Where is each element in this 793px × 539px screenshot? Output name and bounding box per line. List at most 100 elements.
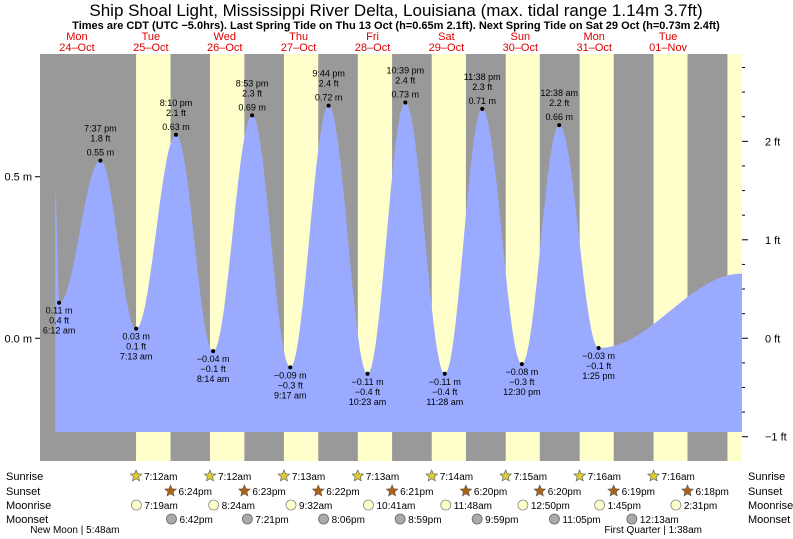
sunset-time: 6:21pm — [400, 487, 433, 498]
day-date: 26–Oct — [207, 42, 242, 54]
moonrise-icon — [131, 499, 142, 511]
day-date: 25–Oct — [133, 42, 168, 54]
day-name: Fri — [366, 31, 379, 43]
sunrise-time: 7:14am — [440, 472, 473, 483]
sunrise-icon — [203, 469, 217, 482]
right-tick-label: 2 ft — [765, 136, 780, 148]
high-tide-time: 9:44 pm — [312, 69, 345, 79]
low-tide-ft: −0.3 ft — [509, 377, 535, 387]
sunset-icon — [164, 484, 178, 497]
moon-phase-label: New Moon | 5:48am — [30, 525, 119, 536]
axes: 0.5 m 0.0 m 2 ft 1 ft 0 ft −1 ft — [4, 67, 787, 444]
high-tide-ft: 2.2 ft — [549, 98, 570, 108]
low-tide-ft: −0.1 ft — [200, 364, 226, 374]
right-tick-label: 1 ft — [765, 235, 780, 247]
high-tide-ft: 2.3 ft — [472, 82, 493, 92]
low-tide-time: 8:14 am — [197, 374, 230, 384]
sunrise-time: 7:13am — [366, 472, 399, 483]
moonrise-icon — [363, 499, 374, 511]
moonset-time: 7:21pm — [255, 515, 288, 526]
moonrise-time: 1:45pm — [608, 501, 641, 512]
high-tide-ft: 2.3 ft — [242, 88, 263, 98]
moonset-row-label-left: Moonset — [6, 514, 48, 526]
tide-extreme-point — [480, 106, 485, 111]
high-tide-time: 8:10 pm — [160, 98, 193, 108]
moonrise-time: 10:41am — [376, 501, 415, 512]
tide-extreme-point — [173, 132, 178, 137]
chart-title: Ship Shoal Light, Mississippi River Delt… — [89, 1, 702, 20]
sunset-icon — [607, 484, 621, 497]
tide-extreme-point — [250, 113, 255, 118]
low-tide-time: 10:23 am — [349, 397, 387, 407]
sunset-icon — [681, 484, 694, 497]
sunset-row-label-right: Sunset — [748, 486, 782, 498]
high-tide-m: 0.71 m — [468, 96, 496, 106]
tide-extreme-point — [326, 103, 331, 108]
day-name: Sun — [511, 31, 531, 43]
tide-extreme-point — [288, 365, 293, 370]
moonrise-time: 11:48am — [454, 501, 492, 512]
high-tide-time: 12:38 am — [540, 88, 578, 98]
moonset-time: 11:05pm — [562, 515, 600, 526]
high-tide-ft: 1.8 ft — [90, 134, 111, 144]
tide-area — [55, 102, 742, 432]
sunrise-time: 7:12am — [218, 472, 251, 483]
moonset-time: 8:06pm — [332, 515, 365, 526]
low-tide-m: −0.11 m — [429, 377, 461, 387]
moonset-row-label-right: Moonset — [748, 514, 790, 526]
sunset-icon — [385, 484, 399, 497]
moonrise-time: 9:32am — [299, 501, 332, 512]
sunrise-icon — [351, 469, 365, 482]
low-tide-ft: 0.4 ft — [49, 316, 70, 326]
moonrise-time: 8:24am — [222, 501, 255, 512]
low-tide-time: 11:28 am — [426, 397, 463, 407]
moonrise-icon — [594, 499, 605, 511]
sunset-time: 6:23pm — [252, 487, 285, 498]
high-tide-time: 10:39 pm — [387, 65, 425, 75]
high-tide-time: 7:37 pm — [84, 124, 117, 134]
moonset-icon — [471, 513, 483, 525]
high-tide-ft: 2.1 ft — [166, 108, 187, 118]
day-name: Tue — [142, 31, 161, 43]
right-tick-label: 0 ft — [765, 333, 780, 345]
low-tide-ft: −0.1 ft — [586, 361, 612, 371]
right-tick-label: −1 ft — [765, 432, 787, 444]
extreme-labels: 0.11 m0.4 ft6:12 am 7:37 pm1.8 ft 0.55 m 0.… — [43, 65, 615, 406]
day-name: Wed — [214, 31, 236, 43]
moonrise-icon — [517, 499, 529, 511]
sunrise-time: 7:16am — [662, 472, 695, 483]
low-tide-time: 12:30 pm — [503, 387, 541, 397]
low-tide-m: −0.08 m — [505, 367, 538, 377]
sunset-time: 6:22pm — [326, 487, 359, 498]
day-name: Mon — [584, 31, 605, 43]
tide-extreme-point — [57, 300, 62, 305]
tide-extreme-point — [98, 158, 103, 163]
high-tide-m: 0.72 m — [315, 93, 343, 103]
day-date: 01–Nov — [649, 42, 687, 54]
high-tide-m: 0.55 m — [87, 148, 115, 158]
moonset-icon — [394, 513, 406, 525]
tide-series-area — [55, 102, 742, 432]
day-date: 27–Oct — [281, 42, 316, 54]
day-date: 30–Oct — [503, 42, 538, 54]
moonset-time: 8:59pm — [408, 515, 441, 526]
low-tide-m: −0.03 m — [582, 351, 615, 361]
low-tide-ft: −0.3 ft — [278, 380, 304, 390]
sunrise-time: 7:13am — [292, 472, 325, 483]
sunrise-time: 7:15am — [514, 472, 547, 483]
moonrise-icon — [440, 499, 452, 511]
sunrise-time: 7:16am — [588, 472, 621, 483]
astronomy-rows: Sunrise Sunrise Sunset Sunset Moonrise Moonri… — [6, 469, 793, 536]
sunset-time: 6:20pm — [548, 487, 581, 498]
sunset-time: 6:18pm — [696, 487, 729, 498]
sunrise-icon — [647, 469, 660, 482]
moon-phase-label: First Quarter | 1:38am — [604, 525, 702, 536]
moonrise-icon — [670, 499, 682, 511]
moonrise-time: 12:50pm — [531, 501, 570, 512]
low-tide-m: −0.04 m — [197, 354, 230, 364]
moonrise-row-label-right: Moonrise — [748, 500, 793, 512]
low-tide-m: 0.11 m — [46, 306, 73, 316]
high-tide-ft: 2.4 ft — [395, 75, 416, 85]
day-date: 24–Oct — [59, 42, 94, 54]
